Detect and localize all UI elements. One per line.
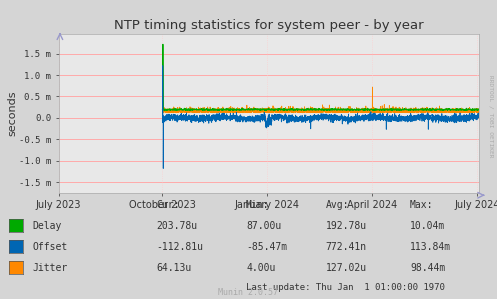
Text: -112.81u: -112.81u [157,242,204,252]
Text: -85.47m: -85.47m [246,242,287,252]
Text: Jitter: Jitter [32,263,68,273]
Text: Offset: Offset [32,242,68,252]
Text: Max:: Max: [410,200,433,210]
Text: Munin 2.0.57: Munin 2.0.57 [219,288,278,297]
Text: Avg:: Avg: [326,200,349,210]
Text: 64.13u: 64.13u [157,263,192,273]
Text: 127.02u: 127.02u [326,263,367,273]
Text: 772.41n: 772.41n [326,242,367,252]
Text: 98.44m: 98.44m [410,263,445,273]
Text: Delay: Delay [32,221,62,231]
Text: 192.78u: 192.78u [326,221,367,231]
Text: 203.78u: 203.78u [157,221,198,231]
Text: Min:: Min: [246,200,269,210]
Text: 87.00u: 87.00u [246,221,281,231]
Title: NTP timing statistics for system peer - by year: NTP timing statistics for system peer - … [114,19,423,32]
Text: 113.84m: 113.84m [410,242,451,252]
Text: Last update: Thu Jan  1 01:00:00 1970: Last update: Thu Jan 1 01:00:00 1970 [246,283,445,292]
Text: Cur:: Cur: [157,200,180,210]
Text: 10.04m: 10.04m [410,221,445,231]
Y-axis label: seconds: seconds [7,91,17,136]
Text: RRDTOOL / TOBI OETIKER: RRDTOOL / TOBI OETIKER [488,75,493,158]
Text: 4.00u: 4.00u [246,263,275,273]
